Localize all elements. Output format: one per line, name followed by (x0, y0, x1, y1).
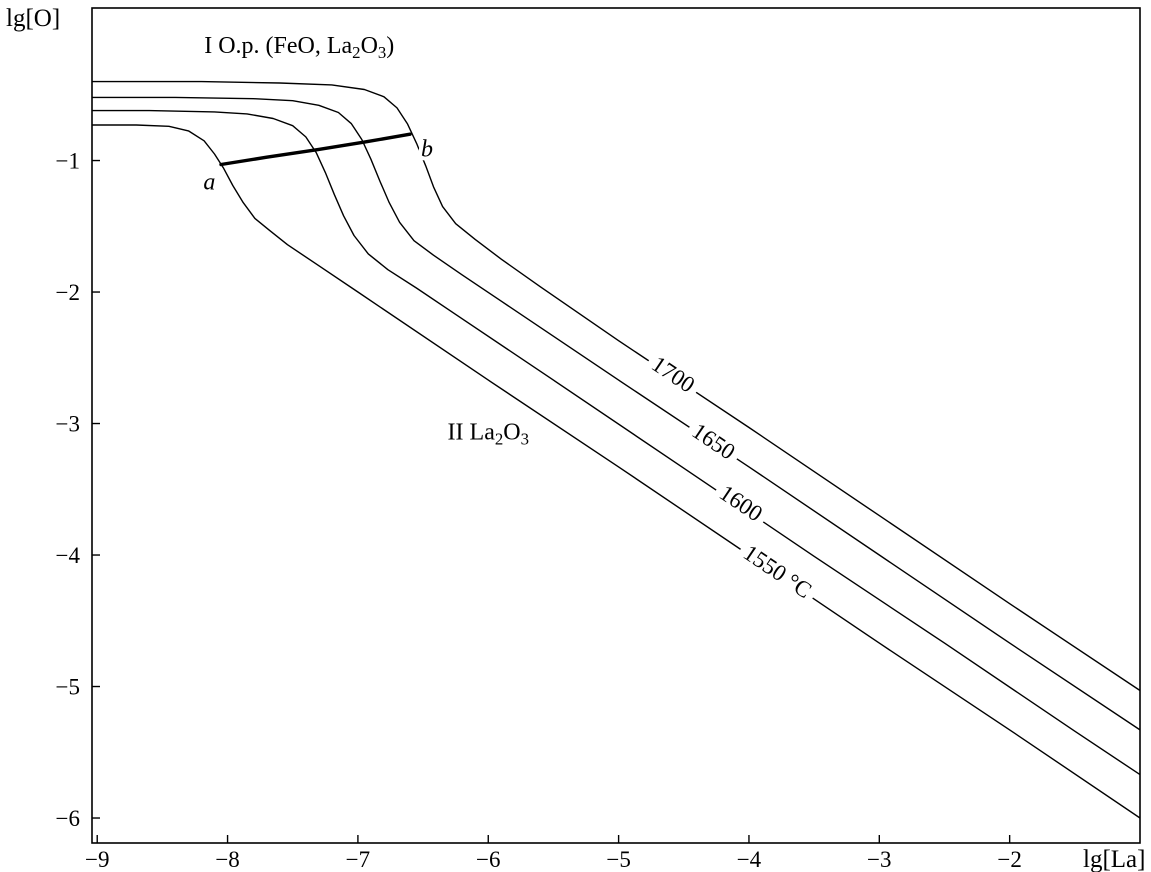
x-tick-label: −6 (476, 847, 500, 872)
y-axis-title: lg[O] (6, 5, 60, 32)
tie-line-ab (219, 132, 412, 167)
y-tick-label: −1 (56, 149, 80, 174)
tie-line-end-label-b: b (421, 137, 433, 163)
x-tick-label: −2 (997, 847, 1021, 872)
y-tick-label: −2 (56, 280, 80, 305)
tie-line-end-label-a: a (203, 170, 215, 196)
x-tick-label: −9 (85, 847, 109, 872)
y-tick-label: −3 (56, 412, 80, 437)
plot-frame (91, 7, 1141, 844)
curve-1600 (92, 109, 1140, 776)
x-axis-title: lg[La] (1083, 846, 1145, 872)
curve-1550 (92, 124, 1140, 819)
x-tick-label: −3 (867, 847, 891, 872)
y-tick-label: −5 (56, 675, 80, 700)
y-tick-label: −4 (56, 543, 81, 568)
x-tick-label: −5 (606, 847, 630, 872)
curve-1650 (92, 96, 1140, 731)
curve-1700 (92, 80, 1140, 692)
region-II-label: II La2O3 (448, 419, 529, 448)
region-I-label: I O.p. (FeO, La2O3) (204, 33, 394, 62)
y-tick-label: −6 (56, 806, 80, 831)
curves-group (92, 80, 1140, 819)
x-tick-label: −7 (346, 847, 370, 872)
x-tick-label: −8 (215, 847, 239, 872)
x-tick-label: −4 (737, 847, 762, 872)
